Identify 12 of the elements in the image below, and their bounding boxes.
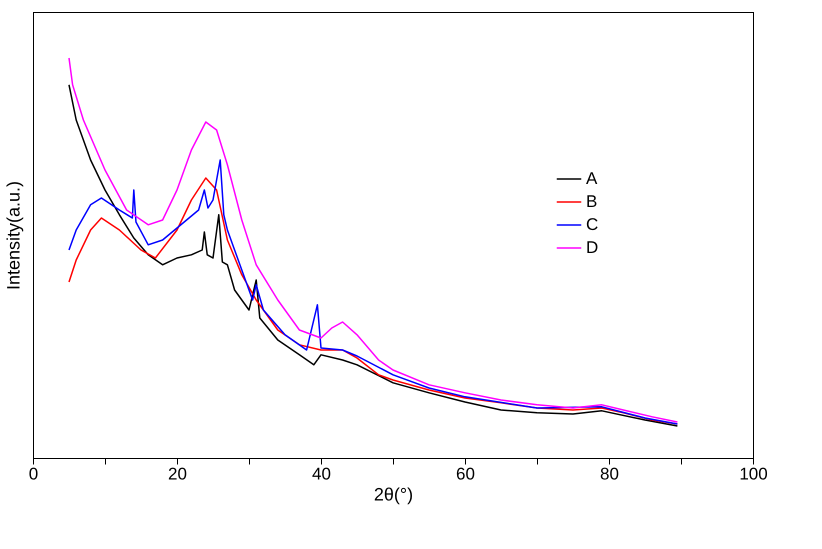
x-tick-label: 60 bbox=[456, 464, 475, 484]
x-tick-label: 40 bbox=[312, 464, 331, 484]
x-tick-label: 80 bbox=[600, 464, 619, 484]
legend-label: A bbox=[586, 169, 598, 188]
x-tick-label: 0 bbox=[28, 464, 38, 484]
legend-label: C bbox=[586, 215, 598, 234]
legend-label: B bbox=[586, 192, 598, 211]
x-axis-title: 2θ(°) bbox=[374, 484, 414, 504]
x-tick-label: 100 bbox=[739, 464, 768, 484]
x-tick-label: 20 bbox=[168, 464, 187, 484]
legend-label: D bbox=[586, 238, 598, 257]
y-axis-title: Intensity(a.u.) bbox=[4, 180, 24, 290]
